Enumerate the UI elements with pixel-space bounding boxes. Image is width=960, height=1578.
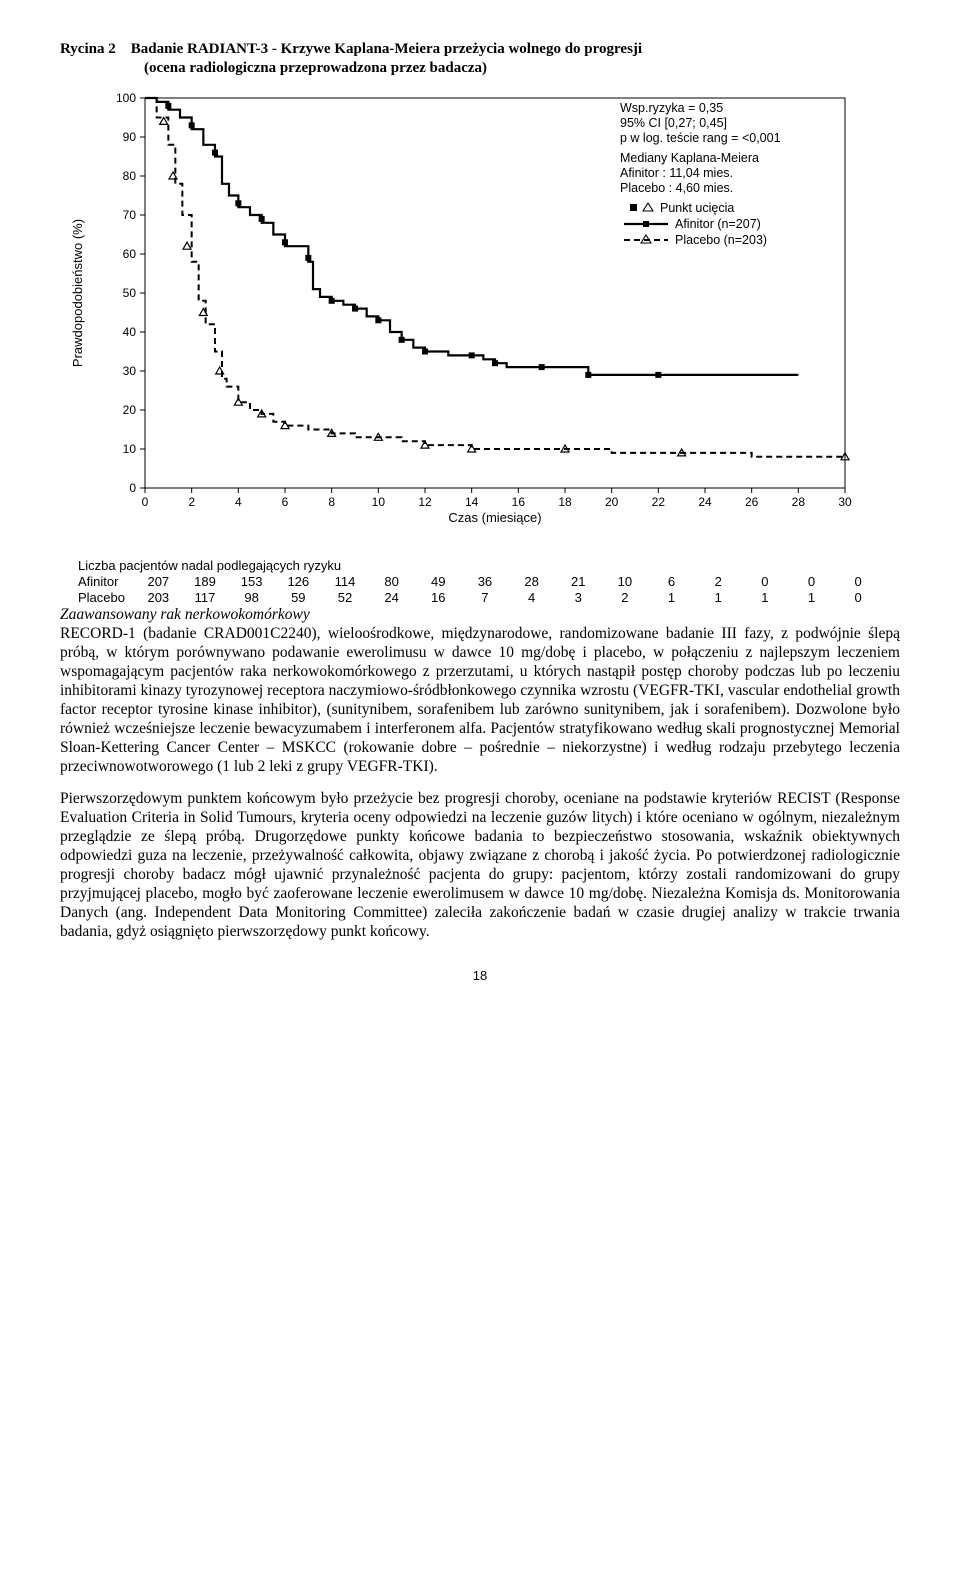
risk-cell: 4 bbox=[508, 590, 555, 606]
risk-cell: 0 bbox=[835, 590, 882, 606]
svg-text:30: 30 bbox=[123, 364, 137, 378]
svg-text:70: 70 bbox=[123, 208, 137, 222]
svg-text:10: 10 bbox=[372, 495, 386, 509]
svg-text:0: 0 bbox=[129, 481, 136, 495]
risk-cell: 52 bbox=[322, 590, 369, 606]
risk-row-label: Placebo bbox=[78, 590, 135, 606]
risk-cell: 49 bbox=[415, 574, 462, 590]
svg-text:28: 28 bbox=[792, 495, 806, 509]
risk-cell: 24 bbox=[368, 590, 415, 606]
svg-text:90: 90 bbox=[123, 130, 137, 144]
page-number: 18 bbox=[60, 968, 900, 984]
risk-cell: 28 bbox=[508, 574, 555, 590]
svg-text:30: 30 bbox=[838, 495, 852, 509]
svg-text:Afinitor : 11,04 mies.: Afinitor : 11,04 mies. bbox=[620, 166, 733, 180]
figure-label: Rycina 2 bbox=[60, 41, 116, 57]
svg-text:p w log. teście rang = <0,001: p w log. teście rang = <0,001 bbox=[620, 131, 781, 145]
km-svg: 0102030405060708090100024681012141618202… bbox=[60, 88, 900, 558]
svg-text:26: 26 bbox=[745, 495, 759, 509]
risk-cell: 2 bbox=[695, 574, 742, 590]
risk-cell: 1 bbox=[742, 590, 789, 606]
svg-text:12: 12 bbox=[418, 495, 432, 509]
risk-row-label: Afinitor bbox=[78, 574, 135, 590]
svg-text:20: 20 bbox=[123, 403, 137, 417]
risk-cell: 126 bbox=[275, 574, 322, 590]
risk-cell: 98 bbox=[228, 590, 275, 606]
svg-text:Placebo : 4,60 mies.: Placebo : 4,60 mies. bbox=[620, 181, 733, 195]
svg-text:10: 10 bbox=[123, 442, 137, 456]
body-text: Zaawansowany rak nerkowokomórkowy RECORD… bbox=[60, 606, 900, 941]
risk-cell: 0 bbox=[742, 574, 789, 590]
figure-title-line1: Badanie RADIANT-3 - Krzywe Kaplana-Meier… bbox=[131, 41, 642, 57]
svg-text:Wsp.ryzyka = 0,35: Wsp.ryzyka = 0,35 bbox=[620, 101, 723, 115]
risk-cell: 203 bbox=[135, 590, 182, 606]
svg-text:14: 14 bbox=[465, 495, 479, 509]
paragraph-1: RECORD-1 (badanie CRAD001C2240), wielooś… bbox=[60, 625, 900, 774]
risk-cell: 207 bbox=[135, 574, 182, 590]
risk-cell: 114 bbox=[322, 574, 369, 590]
svg-text:8: 8 bbox=[328, 495, 335, 509]
risk-cell: 80 bbox=[368, 574, 415, 590]
risk-cell: 7 bbox=[462, 590, 509, 606]
risk-cell: 0 bbox=[788, 574, 835, 590]
svg-text:95% CI [0,27; 0,45]: 95% CI [0,27; 0,45] bbox=[620, 116, 727, 130]
risk-cell: 1 bbox=[788, 590, 835, 606]
svg-text:20: 20 bbox=[605, 495, 619, 509]
km-chart: 0102030405060708090100024681012141618202… bbox=[60, 88, 900, 558]
paragraph-2: Pierwszorzędowym punktem końcowym było p… bbox=[60, 790, 900, 941]
risk-table: Liczba pacjentów nadal podlegających ryz… bbox=[60, 558, 900, 607]
risk-cell: 21 bbox=[555, 574, 602, 590]
svg-text:2: 2 bbox=[188, 495, 195, 509]
svg-text:6: 6 bbox=[282, 495, 289, 509]
risk-cell: 1 bbox=[695, 590, 742, 606]
risk-cell: 36 bbox=[462, 574, 509, 590]
risk-cell: 189 bbox=[182, 574, 229, 590]
figure-title-line2: (ocena radiologiczna przeprowadzona prze… bbox=[144, 59, 900, 78]
risk-cell: 1 bbox=[648, 590, 695, 606]
svg-text:Punkt ucięcia: Punkt ucięcia bbox=[660, 201, 734, 215]
svg-text:22: 22 bbox=[652, 495, 666, 509]
svg-text:100: 100 bbox=[116, 91, 136, 105]
risk-cell: 117 bbox=[182, 590, 229, 606]
svg-text:Czas (miesiące): Czas (miesiące) bbox=[448, 510, 541, 525]
figure-heading: Rycina 2 Badanie RADIANT-3 - Krzywe Kapl… bbox=[60, 40, 900, 78]
risk-cell: 0 bbox=[835, 574, 882, 590]
svg-text:Afinitor (n=207): Afinitor (n=207) bbox=[675, 217, 761, 231]
svg-text:Prawdopodobieństwo (%): Prawdopodobieństwo (%) bbox=[70, 218, 85, 366]
svg-text:80: 80 bbox=[123, 169, 137, 183]
svg-text:40: 40 bbox=[123, 325, 137, 339]
svg-text:16: 16 bbox=[512, 495, 526, 509]
risk-cell: 3 bbox=[555, 590, 602, 606]
risk-table-title: Liczba pacjentów nadal podlegających ryz… bbox=[78, 558, 900, 574]
svg-text:18: 18 bbox=[558, 495, 572, 509]
risk-cell: 153 bbox=[228, 574, 275, 590]
risk-cell: 59 bbox=[275, 590, 322, 606]
svg-text:4: 4 bbox=[235, 495, 242, 509]
svg-text:60: 60 bbox=[123, 247, 137, 261]
svg-text:0: 0 bbox=[142, 495, 149, 509]
svg-text:Placebo (n=203): Placebo (n=203) bbox=[675, 233, 767, 247]
svg-text:50: 50 bbox=[123, 286, 137, 300]
risk-cell: 2 bbox=[602, 590, 649, 606]
section-title: Zaawansowany rak nerkowokomórkowy bbox=[60, 606, 310, 623]
risk-cell: 6 bbox=[648, 574, 695, 590]
risk-cell: 10 bbox=[602, 574, 649, 590]
svg-text:24: 24 bbox=[698, 495, 712, 509]
risk-cell: 16 bbox=[415, 590, 462, 606]
svg-text:Mediany Kaplana-Meiera: Mediany Kaplana-Meiera bbox=[620, 151, 759, 165]
